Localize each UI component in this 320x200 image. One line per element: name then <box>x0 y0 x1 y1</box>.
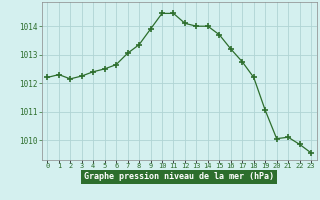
X-axis label: Graphe pression niveau de la mer (hPa): Graphe pression niveau de la mer (hPa) <box>84 172 274 181</box>
